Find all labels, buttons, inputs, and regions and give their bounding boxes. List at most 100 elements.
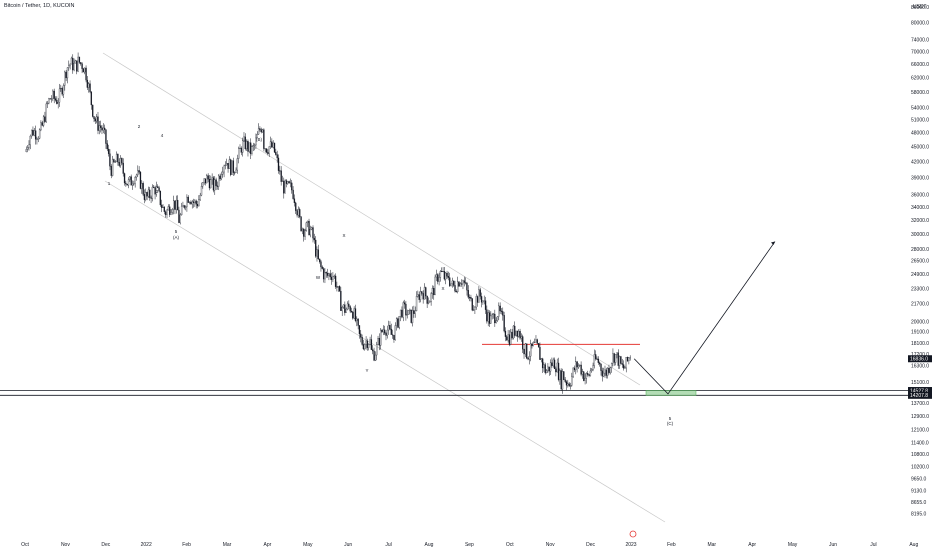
candle-body [628,357,630,362]
wave-label: W [316,275,321,280]
candle-body [487,312,489,322]
y-tick-label: 45000.0 [911,145,929,151]
candle-body [73,62,75,71]
candle-body [216,185,219,187]
candle-body [37,138,39,140]
candle-body [592,365,594,370]
y-tick-label: 19100.0 [911,329,929,335]
candle-body [251,146,253,154]
candle-body [530,343,532,357]
candle-body [267,152,269,154]
candle-body [66,67,69,79]
candle-body [170,212,172,215]
candle-body [46,102,49,105]
candle-body [553,359,556,370]
candle-body [131,184,134,186]
candle-body [601,370,603,377]
channel-upper-line [102,52,641,386]
x-tick-label: Apr [748,542,756,548]
candle-body [499,305,501,312]
candle-body [435,274,438,278]
candle-body [463,280,465,283]
y-tick-label: 26500.0 [911,259,929,265]
candle-body [123,173,126,184]
candle-body [220,174,223,180]
candle-body [333,275,335,277]
candle-body [610,363,613,368]
candle-body [364,344,366,350]
candle-body [165,211,167,215]
candle-body [98,125,100,131]
candle-body [346,303,349,310]
candle-body [175,199,177,210]
candle-body [206,175,208,184]
candle-body [277,157,280,171]
candle-body [600,363,602,371]
candle-body [231,160,233,175]
price-badge-bg [908,355,932,363]
candle-body [390,328,392,335]
y-tick-label: 58000.0 [911,90,929,96]
candle-body [146,192,148,197]
candle-body [589,370,592,376]
candle-body [625,357,627,369]
candle-body [548,366,550,372]
candle-body [88,83,90,88]
candle-body [365,340,367,345]
candle-body [584,378,586,381]
candle-body [320,261,322,268]
candle-body [342,304,345,308]
wave-label: (B) [256,137,263,142]
candle-body [289,182,292,184]
y-tick-label: 18100.0 [911,341,929,347]
candle-body [122,162,124,174]
candle-body [90,91,93,106]
chart-title: Bitcoin / Tether, 1D, KUCOIN [4,3,75,9]
candle-body [133,183,135,185]
candle-body [224,164,227,167]
candle-body [475,296,477,308]
candle-body [42,116,45,126]
candle-body [549,362,552,372]
candle-body [203,178,205,183]
candle-body [150,197,152,199]
candle-body [391,334,394,336]
candle-body [345,308,347,313]
candle-body [100,125,102,128]
candle-body [143,194,146,200]
candle-body [111,159,114,176]
candle-body [507,334,509,341]
candle-body [154,187,156,195]
candle-body [445,272,447,280]
candle-body [480,296,483,303]
candle-body [207,175,209,180]
candle-body [476,296,479,303]
candle-body [30,129,33,137]
y-tick-label: 9130.0 [911,488,927,494]
candle-body [81,63,83,69]
candle-body [341,307,343,311]
candle-body [539,347,541,360]
candle-body [442,271,444,273]
candle-body [208,179,211,189]
candle-body [437,274,439,282]
candle-body [96,116,98,122]
channel-lower-line [104,180,666,523]
candle-body [198,199,200,207]
candle-body [180,205,183,216]
candle-body [506,336,508,341]
y-tick-label: 24900.0 [911,272,929,278]
y-tick-label: 23300.0 [911,286,929,292]
candle-body [527,357,529,360]
candle-body [141,183,143,189]
candle-body [227,163,229,169]
candle-body [261,129,264,133]
candle-body [535,339,537,343]
candle-body [169,206,171,215]
candle-body [369,339,371,345]
candle-body [528,356,530,360]
candle-body [247,141,249,152]
candle-body [27,147,29,150]
candle-body [543,364,545,369]
